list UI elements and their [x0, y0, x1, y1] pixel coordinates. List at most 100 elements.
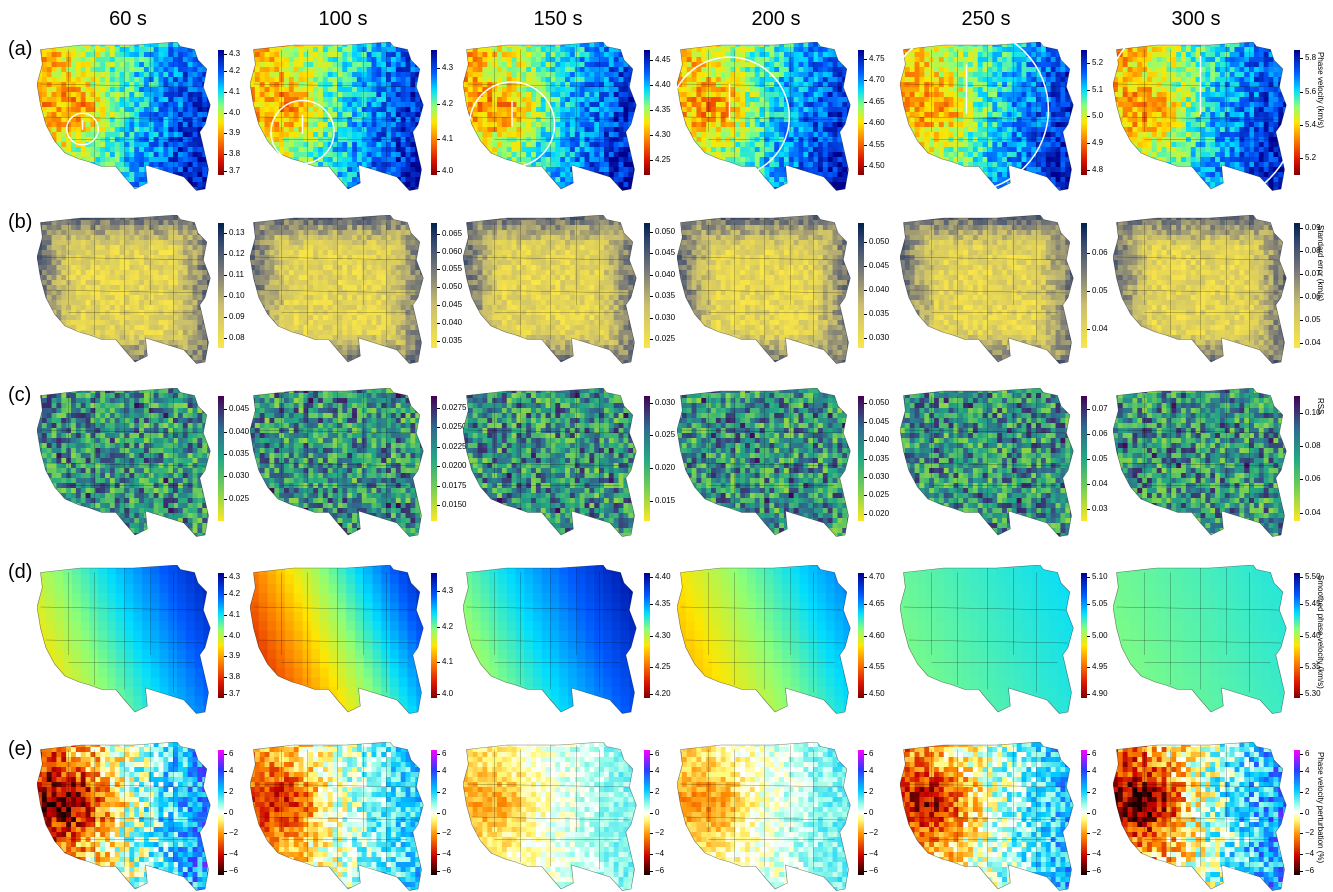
heatmap-cell — [254, 82, 261, 88]
heatmap-cell — [279, 147, 285, 153]
heatmap-cell — [279, 187, 285, 191]
heatmap-cell — [410, 77, 416, 83]
heatmap-cell — [463, 127, 469, 133]
heatmap-cell — [134, 102, 140, 108]
heatmap-cell — [371, 182, 377, 188]
heatmap-cell — [516, 97, 522, 103]
heatmap-cell — [37, 177, 43, 183]
heatmap-cell — [555, 182, 561, 188]
heatmap-cell — [37, 157, 43, 163]
heatmap-cell — [948, 107, 955, 113]
heatmap-cell — [808, 187, 814, 191]
heatmap-cell — [506, 82, 513, 88]
heatmap-cell — [686, 152, 693, 158]
heatmap-cell — [308, 52, 314, 58]
heatmap-cell — [482, 82, 488, 88]
heatmap-cell — [943, 112, 950, 118]
heatmap-cell — [769, 67, 775, 73]
heatmap-cell — [745, 97, 751, 103]
heatmap-cell — [754, 157, 761, 163]
heatmap-cell — [677, 162, 683, 168]
heatmap-cell — [487, 177, 493, 183]
heatmap-cell — [754, 47, 761, 53]
heatmap-cell — [982, 57, 989, 63]
heatmap-cell — [313, 137, 319, 143]
heatmap-cell — [730, 62, 736, 68]
heatmap-cell — [298, 152, 305, 158]
heatmap-cell — [207, 102, 211, 108]
heatmap-cell — [904, 187, 911, 191]
heatmap-cell — [691, 122, 698, 128]
heatmap-cell — [313, 142, 319, 148]
heatmap-cell — [764, 47, 770, 53]
heatmap-cell — [352, 87, 358, 93]
heatmap-cell — [589, 172, 595, 178]
heatmap-cell — [327, 102, 334, 108]
heatmap-cell — [521, 77, 527, 83]
country-outline — [677, 42, 851, 191]
heatmap-cell — [735, 137, 741, 143]
heatmap-cell — [288, 112, 295, 118]
heatmap-cell — [192, 117, 199, 123]
heatmap-cell — [197, 47, 203, 53]
heatmap-cell — [318, 132, 324, 138]
heatmap-cell — [623, 187, 629, 191]
heatmap-cell — [51, 137, 58, 143]
colorbar-tickmark — [224, 53, 227, 55]
heatmap-cell — [61, 57, 67, 63]
heatmap-cell — [545, 52, 552, 58]
colorbar-tickmark — [224, 91, 227, 93]
heatmap-cell — [318, 172, 324, 178]
heatmap-cell — [730, 97, 736, 103]
heatmap-cell — [463, 82, 469, 88]
heatmap-cell — [269, 47, 275, 53]
heatmap-cell — [482, 47, 488, 53]
heatmap-cell — [337, 107, 343, 113]
heatmap-cell — [376, 142, 382, 148]
heatmap-cell — [788, 92, 795, 98]
heatmap-cell — [264, 177, 271, 183]
heatmap-cell — [929, 47, 935, 53]
heatmap-cell — [284, 52, 290, 58]
heatmap-cell — [293, 157, 300, 163]
heatmap-cell — [192, 147, 199, 153]
heatmap-cell — [837, 152, 843, 158]
heatmap-cell — [168, 77, 174, 83]
heatmap-cell — [560, 77, 566, 83]
heatmap-cell — [308, 57, 314, 63]
heatmap-cell — [934, 132, 940, 138]
heatmap-cell — [531, 127, 537, 133]
heatmap-cell — [686, 92, 693, 98]
heatmap-cell — [202, 57, 208, 63]
heatmap-cell — [381, 82, 387, 88]
heatmap-cell — [264, 132, 271, 138]
heatmap-cell — [124, 57, 130, 63]
heatmap-cell — [633, 132, 637, 138]
heatmap-cell — [192, 57, 199, 63]
heatmap-cell — [725, 162, 732, 168]
heatmap-cell — [774, 177, 780, 183]
heatmap-cell — [168, 122, 174, 128]
heatmap-cell — [41, 42, 48, 48]
heatmap-cell — [487, 132, 493, 138]
heatmap-cell — [972, 132, 979, 138]
heatmap-cell — [803, 67, 809, 73]
heatmap-cell — [168, 127, 174, 133]
heatmap-cell — [187, 67, 194, 73]
heatmap-cell — [953, 102, 959, 108]
heatmap-cell — [139, 97, 145, 103]
heatmap-cell — [584, 77, 590, 83]
heatmap-cell — [909, 67, 916, 73]
heatmap-cell — [264, 102, 271, 108]
heatmap-cell — [618, 52, 625, 58]
heatmap-cell — [822, 47, 829, 53]
heatmap-cell — [550, 122, 556, 128]
heatmap-cell — [633, 177, 637, 183]
heatmap-cell — [953, 57, 959, 63]
heatmap-cell — [701, 92, 707, 98]
heatmap-cell — [259, 182, 266, 188]
heatmap-cell — [783, 47, 790, 53]
heatmap-cell — [390, 72, 397, 78]
heatmap-cell — [501, 152, 508, 158]
heatmap-cell — [982, 142, 989, 148]
